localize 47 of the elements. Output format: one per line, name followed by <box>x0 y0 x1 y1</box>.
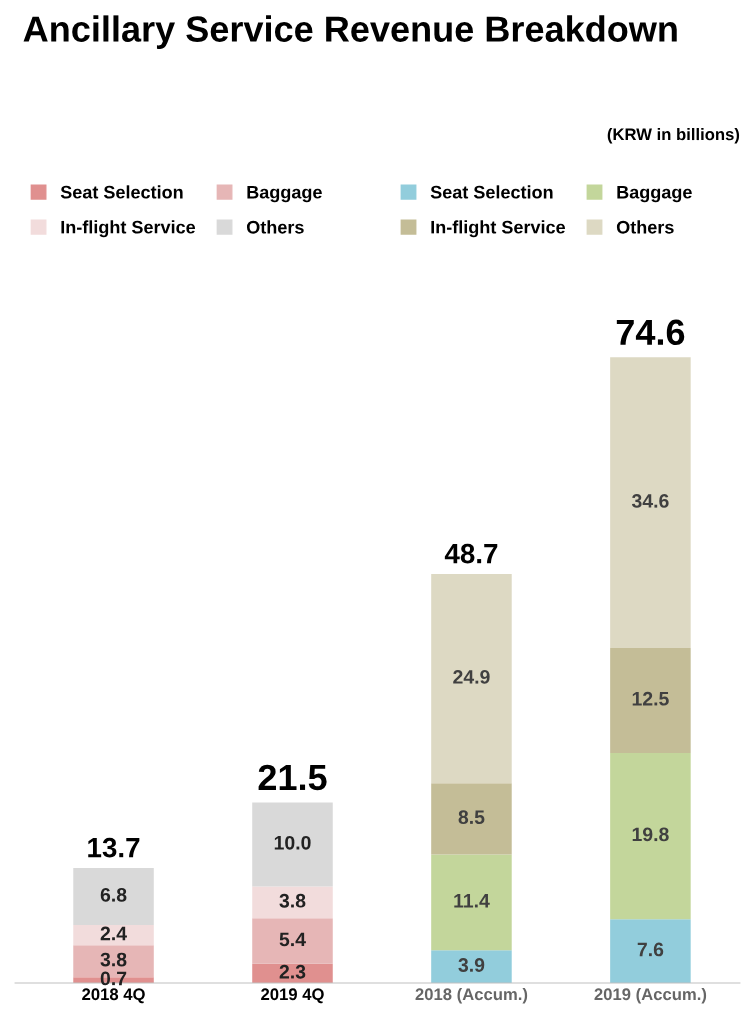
data-label: 7.6 <box>637 942 664 957</box>
bar <box>73 867 154 926</box>
data-label: 3.9 <box>458 958 485 972</box>
total-label: 74.6 <box>616 319 685 346</box>
legend-label: Baggage <box>617 185 692 203</box>
data-label: 34.6 <box>631 494 669 508</box>
data-label: 2.3 <box>279 964 306 979</box>
chart-title: Ancillary Service Revenue Breakdown <box>23 15 677 50</box>
legend-label: Others <box>246 220 304 234</box>
legend-label: Seat Selection <box>60 185 183 199</box>
x-tick-label: 2018 4Q <box>82 988 145 1004</box>
legend-label: Seat Selection <box>430 185 553 199</box>
data-label: 19.8 <box>632 827 669 842</box>
bar <box>431 854 512 951</box>
x-tick-label: 2019 4Q <box>261 988 324 1004</box>
legend-label: In-flight Service <box>61 220 196 238</box>
data-label: 6.8 <box>100 887 127 902</box>
legend-label: In-flight Service <box>431 220 566 238</box>
total-label: 13.7 <box>88 837 140 858</box>
bar <box>431 783 512 855</box>
bar <box>73 925 154 946</box>
total-label: 21.5 <box>258 764 327 791</box>
data-label: 3.8 <box>100 952 127 967</box>
data-label: 12.5 <box>632 691 669 706</box>
data-label: 5.4 <box>279 932 306 947</box>
legend-label: Baggage <box>247 185 322 203</box>
data-label: 8.5 <box>458 810 485 825</box>
data-label: 24.9 <box>453 670 490 684</box>
bar <box>610 752 691 920</box>
bar <box>610 919 691 984</box>
x-tick-label: 2019 (Accum.) <box>594 987 707 1004</box>
bar <box>610 357 691 648</box>
text: (KRW in billions) <box>607 128 740 144</box>
data-label: 2.4 <box>100 926 127 941</box>
total-label: 48.7 <box>444 543 498 564</box>
bar <box>431 950 512 984</box>
bar <box>610 647 691 753</box>
data-label: 11.4 <box>454 894 490 908</box>
data-label: 10.0 <box>274 835 311 850</box>
bar <box>252 918 333 964</box>
data-label: 3.8 <box>279 893 306 908</box>
data-label: 0.7 <box>100 971 127 986</box>
bar <box>252 886 333 919</box>
bar <box>252 802 333 887</box>
bar <box>431 573 512 784</box>
x-tick-label: 2018 (Accum.) <box>415 987 528 1004</box>
legend-label: Others <box>616 220 674 234</box>
